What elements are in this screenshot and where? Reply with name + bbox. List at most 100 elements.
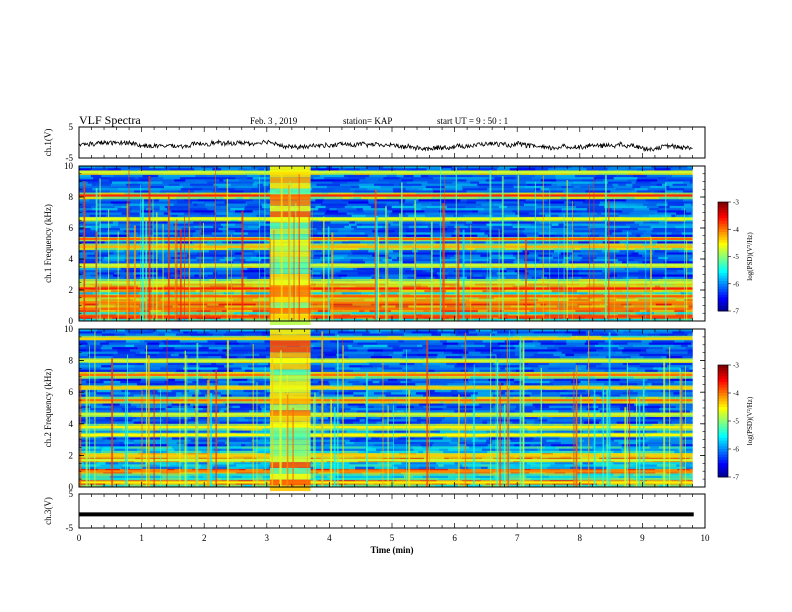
spectrogram-cell — [247, 168, 259, 171]
spectrogram-cell — [464, 223, 487, 227]
spectrogram-cell — [494, 417, 508, 420]
spectrogram-cell — [244, 208, 266, 211]
spectrogram-cell — [261, 276, 271, 280]
spectrogram-cell — [514, 380, 524, 384]
spectrogram-cell — [392, 188, 406, 191]
spectrogram-cell — [330, 247, 340, 251]
spectrogram-cell — [673, 283, 693, 286]
spectrogram-cell — [424, 210, 440, 213]
spectrogram-cell — [226, 203, 248, 207]
spectrogram-cell — [246, 335, 267, 339]
spectrogram-cell — [503, 188, 521, 191]
spectrogram-cell — [411, 430, 427, 434]
spectrogram-cell — [472, 174, 499, 178]
spectrogram-cell — [343, 197, 349, 200]
spectrogram-cell — [607, 210, 623, 213]
spectrogram-cell — [665, 190, 683, 193]
spectrogram-cell — [414, 405, 424, 409]
spectrogram-cell — [602, 392, 607, 395]
spectrogram-cell — [431, 192, 445, 196]
spectrogram-cell — [538, 335, 558, 339]
spectrogram-cell — [124, 192, 144, 196]
spectrogram-cell — [544, 356, 561, 359]
spectrogram-cell — [115, 250, 125, 253]
spectrogram-cell — [149, 179, 175, 182]
spectrogram-cell — [553, 423, 563, 427]
spectrogram-cell — [182, 185, 193, 189]
spectrogram-cell — [363, 344, 388, 348]
spectrogram-cell — [635, 283, 650, 286]
spectrogram-cell — [480, 351, 506, 355]
spectrogram-cell — [572, 333, 587, 337]
spectrogram-cell — [531, 276, 542, 280]
spectrogram-cell — [657, 376, 663, 379]
spectrogram-cell — [642, 383, 648, 386]
spectrogram-cell — [553, 256, 565, 260]
spectrogram-cell — [627, 342, 643, 346]
spectrogram-cell — [328, 380, 349, 384]
spectrogram-cell — [150, 356, 176, 359]
spectrogram-cell — [513, 344, 536, 348]
spectrogram-cell — [689, 369, 693, 373]
spectrogram-cell — [124, 172, 144, 176]
spectrogram-cell — [619, 241, 628, 244]
spectrogram-cell — [389, 353, 403, 357]
spectrogram-cell — [412, 241, 436, 244]
spectrogram-cell — [79, 270, 97, 273]
spectrogram-cell — [408, 401, 432, 404]
spectrogram-cell — [331, 349, 358, 352]
spectrogram-cell — [165, 408, 184, 411]
spectrogram-cell — [421, 285, 429, 289]
spectrogram-cell — [245, 243, 256, 247]
spectrogram-cell — [358, 247, 370, 251]
spectrogram-cell — [657, 232, 672, 235]
spectrogram-cell — [167, 221, 188, 224]
spectrogram-cell — [85, 349, 102, 352]
spectrogram-cell — [427, 225, 448, 229]
spectrogram-cell — [219, 358, 246, 361]
spectrogram-cell — [338, 247, 347, 251]
spectrogram-cell — [466, 356, 487, 359]
spectrogram-cell — [599, 358, 618, 361]
spectrogram-cell — [476, 250, 491, 253]
spectrogram-cell — [225, 261, 234, 264]
spectrogram-cell — [245, 278, 253, 282]
spectrogram-cell — [167, 362, 190, 366]
spectrogram-cell — [209, 254, 228, 258]
spectrogram-cell — [452, 417, 460, 420]
spectrogram-cell — [311, 272, 321, 275]
spectrogram-cell — [440, 365, 455, 368]
spectrogram-cell — [393, 190, 404, 193]
spectrogram-cell — [600, 201, 623, 204]
spectrogram-cell — [225, 174, 248, 178]
spectrogram-cell — [207, 303, 219, 306]
spectrogram-cell — [652, 335, 670, 339]
spectrogram-cell — [672, 362, 693, 366]
spectrogram-cell — [110, 389, 122, 393]
spectrogram-cell — [483, 219, 495, 222]
spectrogram-cell — [196, 316, 222, 320]
spectrogram-cell — [401, 356, 421, 359]
spectrogram-cell — [523, 417, 538, 420]
spectrogram-cell — [544, 274, 566, 278]
spectrogram-cell — [95, 376, 116, 379]
spectrogram-cell — [175, 241, 193, 244]
spectrogram-cell — [165, 234, 180, 238]
spectrogram-cell — [371, 417, 381, 420]
spectrogram-cell — [528, 272, 540, 275]
spectrogram-cell — [662, 243, 679, 247]
spectrogram-cell — [218, 303, 234, 306]
spectrogram-cell — [173, 203, 194, 207]
spectrogram-cell — [353, 392, 375, 395]
spectrogram-cell — [190, 335, 208, 339]
spectrogram-cell — [673, 344, 682, 348]
spectrogram-cell — [89, 199, 115, 202]
spectrogram-cell — [622, 201, 649, 204]
spectrogram-cell — [499, 219, 525, 222]
spectrogram-cell — [206, 243, 224, 247]
spectrogram-cell — [318, 389, 342, 393]
spectrogram-cell — [483, 208, 493, 211]
spectrogram-cell — [351, 225, 358, 229]
spectrogram-cell — [477, 292, 494, 295]
spectrogram-cell — [681, 223, 693, 227]
